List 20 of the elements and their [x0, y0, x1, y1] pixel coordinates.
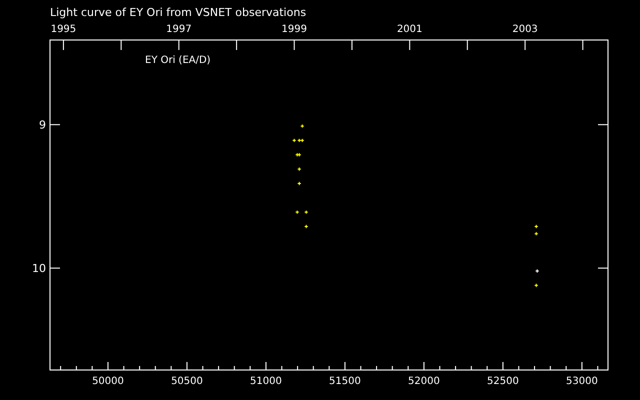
chart-title: Light curve of EY Ori from VSNET observations — [50, 6, 306, 19]
y-tick-label: 10 — [32, 262, 46, 276]
x-tick-label: 50000 — [92, 376, 124, 387]
point — [295, 210, 300, 214]
point — [534, 232, 538, 236]
x-tick-label: 51500 — [329, 376, 361, 387]
x-tick-label: 52500 — [487, 376, 519, 387]
x2-tick-label: 2003 — [512, 24, 538, 35]
annotation: EY Ori (EA/D) — [145, 55, 211, 66]
x-tick-label: 51000 — [250, 376, 282, 387]
x2-tick-label: 1997 — [166, 24, 192, 35]
y-tick-label: 9 — [39, 118, 46, 132]
x2-tick-label: 1999 — [282, 24, 307, 35]
x-tick-label: 53000 — [566, 376, 598, 387]
point — [534, 283, 538, 288]
x2-tick-label: 2001 — [396, 24, 422, 35]
x-tick-label: 50500 — [171, 376, 203, 387]
x2-tick-label: 1995 — [50, 24, 76, 35]
point — [304, 210, 308, 214]
x-tick-label: 52000 — [408, 376, 440, 387]
